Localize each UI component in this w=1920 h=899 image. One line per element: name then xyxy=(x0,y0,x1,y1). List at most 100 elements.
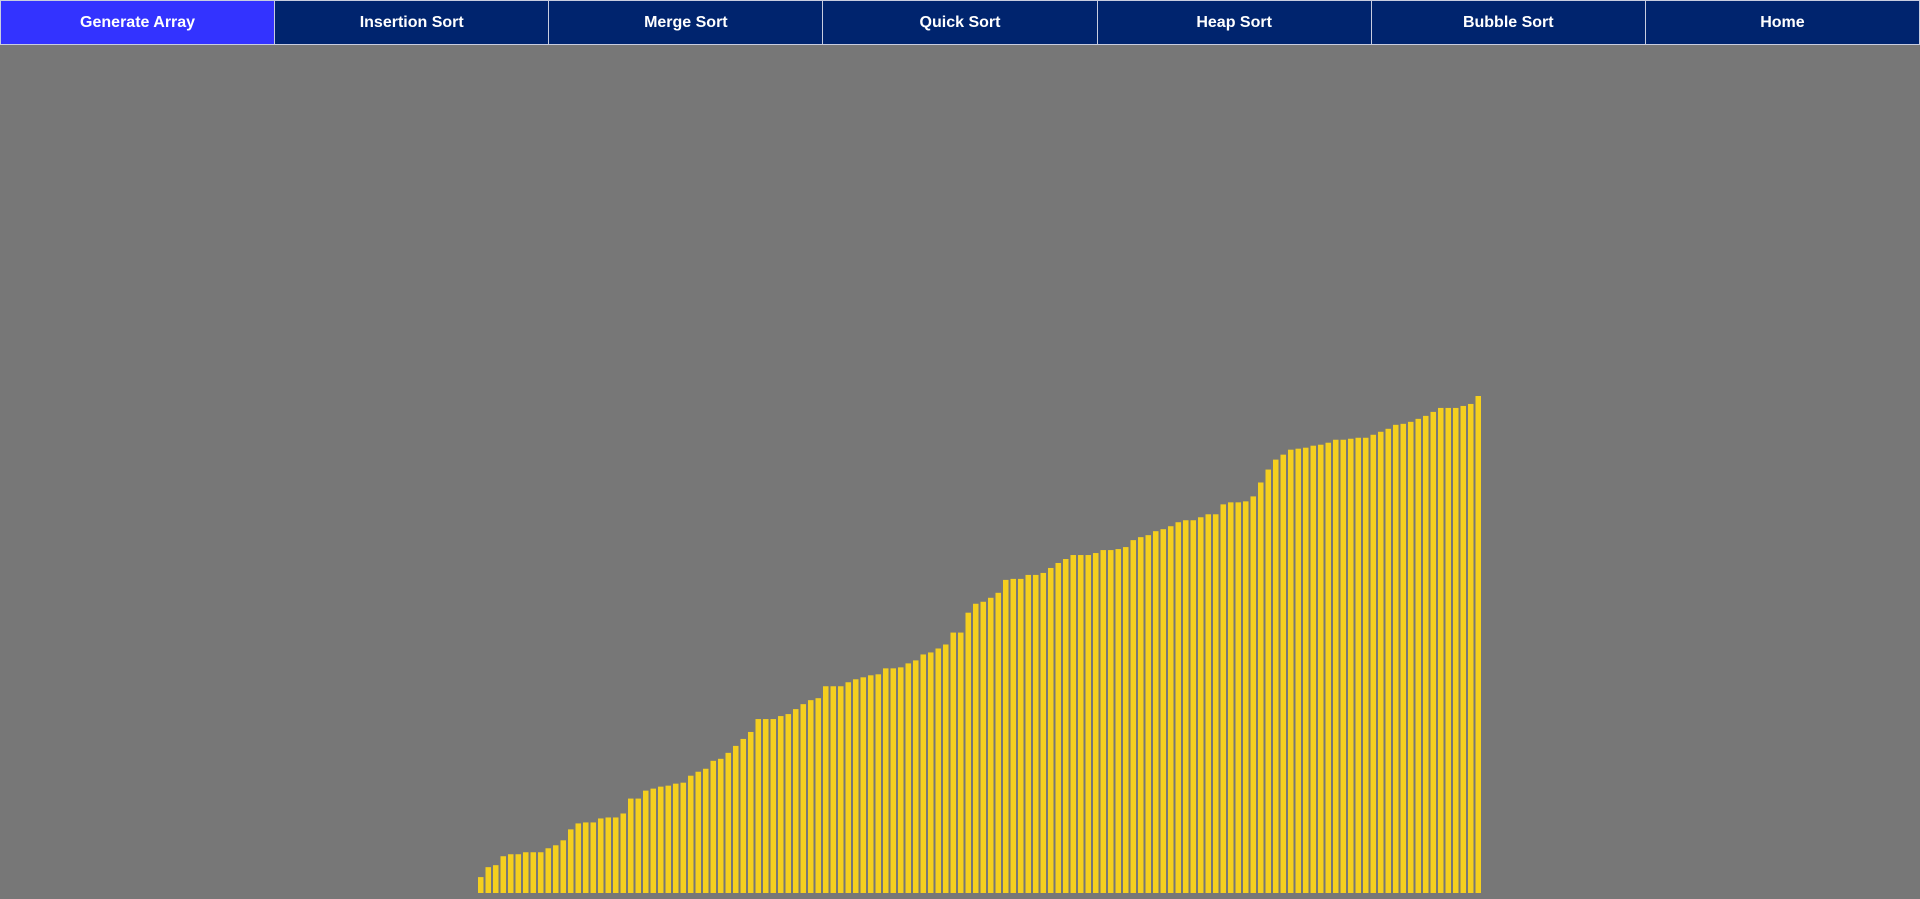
array-bar xyxy=(628,798,634,893)
array-bar xyxy=(1063,559,1069,893)
array-bar xyxy=(875,674,881,893)
array-bar xyxy=(545,848,551,893)
array-bar xyxy=(958,632,964,893)
array-bar xyxy=(553,845,559,893)
array-bar xyxy=(1190,520,1196,893)
bubble-sort-button[interactable]: Bubble Sort xyxy=(1371,0,1646,45)
array-bar xyxy=(575,823,581,893)
array-bar xyxy=(583,822,589,893)
array-bar xyxy=(1265,469,1271,893)
array-bar xyxy=(1415,418,1421,893)
array-bar xyxy=(1370,434,1376,893)
insertion-sort-button[interactable]: Insertion Sort xyxy=(275,0,550,45)
array-bar xyxy=(1250,496,1256,893)
array-bar xyxy=(1340,439,1346,893)
array-bar xyxy=(823,686,829,893)
array-bar xyxy=(1475,396,1481,893)
array-bar xyxy=(853,679,859,893)
array-bar xyxy=(1115,549,1121,893)
array-bar xyxy=(620,813,626,893)
generate-array-button[interactable]: Generate Array xyxy=(0,0,276,45)
array-bar xyxy=(1153,531,1159,893)
array-bar xyxy=(695,771,701,893)
array-bar xyxy=(755,719,761,893)
array-bar xyxy=(1258,482,1264,893)
array-bar xyxy=(523,852,529,893)
array-bar xyxy=(808,700,814,893)
array-bar xyxy=(740,738,746,893)
array-bar xyxy=(1295,448,1301,893)
array-bar xyxy=(710,760,716,893)
array-bar xyxy=(995,592,1001,893)
array-bar xyxy=(1130,540,1136,893)
array-bar xyxy=(1325,442,1331,893)
array-bar xyxy=(1003,579,1009,893)
array-bar xyxy=(845,682,851,893)
array-bar xyxy=(763,719,769,893)
array-bar xyxy=(1220,504,1226,893)
array-bar xyxy=(988,597,994,893)
sorting-visualizer-area xyxy=(0,45,1920,899)
array-bar xyxy=(860,677,866,893)
array-bar xyxy=(590,822,596,893)
array-bar xyxy=(1423,415,1429,893)
array-bar xyxy=(1025,574,1031,893)
array-bar xyxy=(1400,423,1406,893)
array-bar xyxy=(733,745,739,893)
array-bar xyxy=(703,768,709,893)
home-button[interactable]: Home xyxy=(1645,0,1920,45)
array-bar xyxy=(1123,547,1129,893)
array-bar xyxy=(725,752,731,893)
array-bar xyxy=(538,852,544,893)
array-bar xyxy=(1205,514,1211,893)
array-bar xyxy=(598,818,604,893)
array-bar xyxy=(650,788,656,893)
array-bar xyxy=(898,667,904,893)
array-bar xyxy=(1145,535,1151,893)
array-bar xyxy=(1033,574,1039,893)
array-bar xyxy=(748,731,754,893)
array-bar xyxy=(1093,553,1099,893)
array-bar xyxy=(673,783,679,893)
array-bar xyxy=(1138,537,1144,893)
array-bar xyxy=(718,758,724,893)
array-bar xyxy=(935,648,941,893)
array-bar xyxy=(1438,407,1444,893)
quick-sort-button[interactable]: Quick Sort xyxy=(823,0,1098,45)
array-bar xyxy=(913,660,919,893)
array-bar xyxy=(1393,424,1399,893)
array-bar xyxy=(1273,459,1279,893)
array-bar xyxy=(1048,567,1054,893)
array-bar xyxy=(1303,447,1309,893)
array-bar xyxy=(605,817,611,893)
array-bar xyxy=(665,785,671,893)
heap-sort-button[interactable]: Heap Sort xyxy=(1097,0,1372,45)
array-bar xyxy=(1055,562,1061,893)
array-bar xyxy=(943,644,949,893)
array-bar xyxy=(500,856,506,893)
array-bar xyxy=(965,612,971,893)
array-bar xyxy=(1468,403,1474,893)
array-bar xyxy=(1168,526,1174,893)
array-bar xyxy=(1280,454,1286,893)
array-bar xyxy=(1183,520,1189,893)
array-bar xyxy=(478,877,484,893)
array-bar xyxy=(950,632,956,893)
array-bar xyxy=(1160,529,1166,893)
array-bar xyxy=(1348,438,1354,893)
array-bar xyxy=(485,867,491,893)
array-bar xyxy=(568,829,574,893)
array-bar xyxy=(1070,555,1076,893)
array-bar xyxy=(613,817,619,893)
array-bar xyxy=(1213,514,1219,893)
array-bar xyxy=(778,716,784,893)
array-bar xyxy=(928,652,934,893)
array-bar xyxy=(973,603,979,893)
merge-sort-button[interactable]: Merge Sort xyxy=(549,0,824,45)
array-bar xyxy=(1288,449,1294,893)
array-bar xyxy=(905,663,911,893)
array-bar xyxy=(680,782,686,893)
array-bar xyxy=(515,854,521,893)
array-bar xyxy=(530,852,536,893)
array-bar xyxy=(560,840,566,893)
